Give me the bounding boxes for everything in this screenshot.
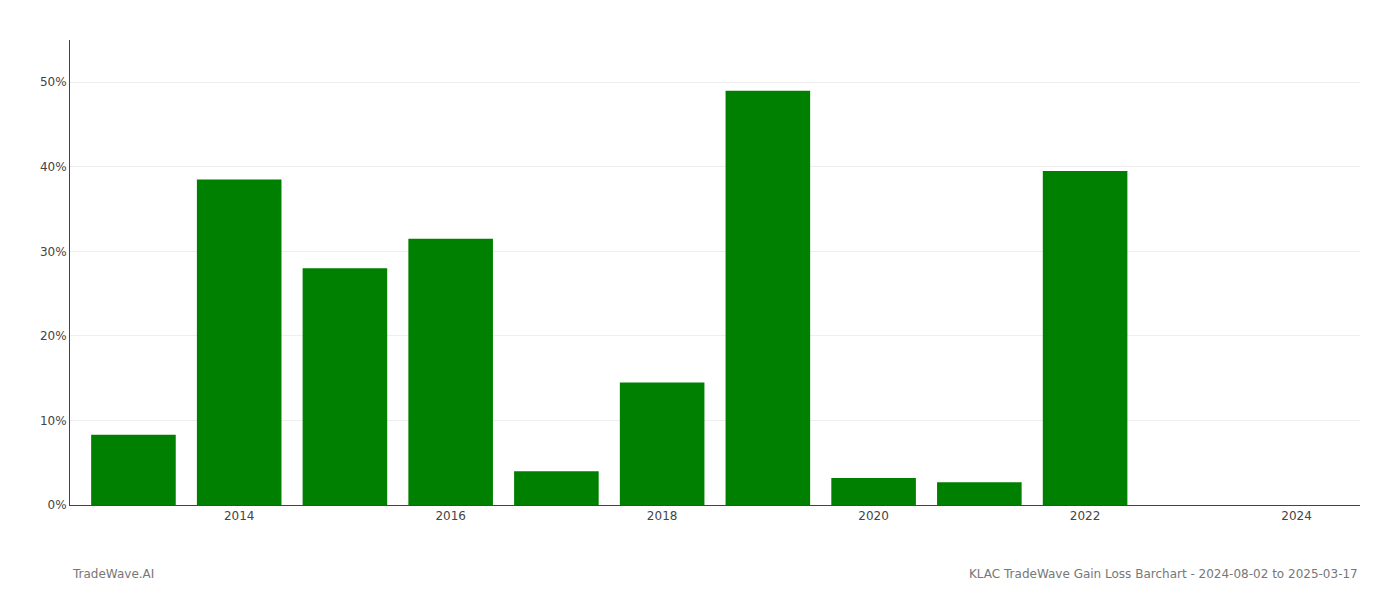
svg-text:40%: 40% <box>40 160 67 174</box>
svg-text:2018: 2018 <box>647 509 678 523</box>
svg-text:30%: 30% <box>40 245 67 259</box>
svg-text:2016: 2016 <box>435 509 466 523</box>
svg-text:2022: 2022 <box>1070 509 1101 523</box>
svg-text:2024: 2024 <box>1281 509 1312 523</box>
svg-text:KLAC TradeWave Gain Loss Barch: KLAC TradeWave Gain Loss Barchart - 2024… <box>969 567 1358 581</box>
svg-text:0%: 0% <box>48 498 67 512</box>
svg-text:10%: 10% <box>40 414 67 428</box>
svg-text:50%: 50% <box>40 75 67 89</box>
svg-text:TradeWave.AI: TradeWave.AI <box>72 567 154 581</box>
svg-text:2014: 2014 <box>224 509 255 523</box>
svg-text:20%: 20% <box>40 329 67 343</box>
svg-text:2020: 2020 <box>858 509 889 523</box>
